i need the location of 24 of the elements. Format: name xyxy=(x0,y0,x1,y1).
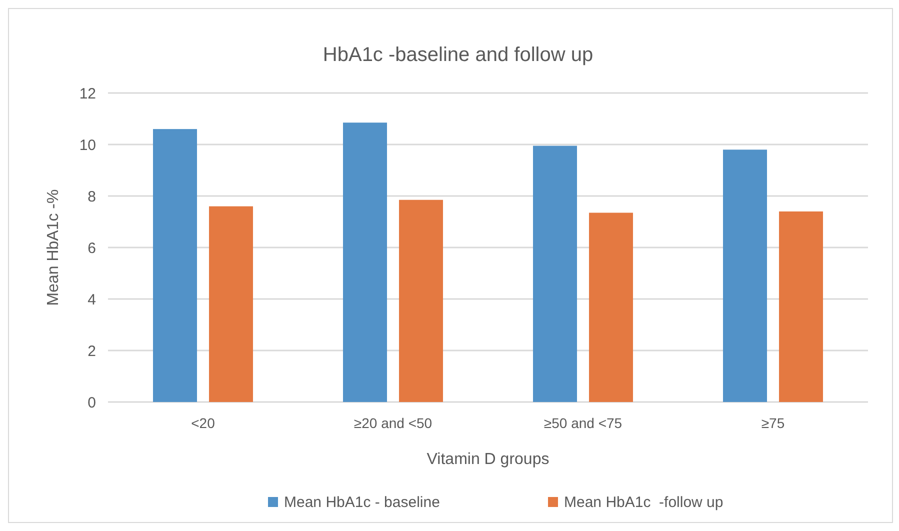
bar xyxy=(589,212,633,402)
y-tick-label: 10 xyxy=(79,136,96,154)
y-tick-label: 8 xyxy=(88,188,96,206)
bar xyxy=(209,206,253,402)
y-axis-title: Mean HbA1c -% xyxy=(45,189,62,306)
y-tick-label: 6 xyxy=(88,240,96,257)
bar xyxy=(533,146,577,402)
x-tick-label: <20 xyxy=(191,415,216,431)
bar xyxy=(399,200,443,402)
legend-label: Mean HbA1c - baseline xyxy=(284,494,440,511)
bar xyxy=(723,150,767,402)
legend-label: Mean HbA1c -follow up xyxy=(564,494,724,511)
x-tick-label: ≥75 xyxy=(761,415,785,431)
y-tick-label: 2 xyxy=(88,342,96,360)
x-tick-label: ≥50 and <75 xyxy=(544,415,622,431)
x-tick-label: ≥20 and <50 xyxy=(354,415,432,431)
bar xyxy=(779,211,823,402)
y-tick-label: 12 xyxy=(79,85,96,102)
y-tick-label: 0 xyxy=(88,394,96,412)
bar xyxy=(343,122,387,402)
x-axis-title: Vitamin D groups xyxy=(426,451,550,468)
chart-title: HbA1c -baseline and follow up xyxy=(322,44,594,66)
bar xyxy=(153,129,197,402)
y-tick-label: 4 xyxy=(88,291,96,308)
